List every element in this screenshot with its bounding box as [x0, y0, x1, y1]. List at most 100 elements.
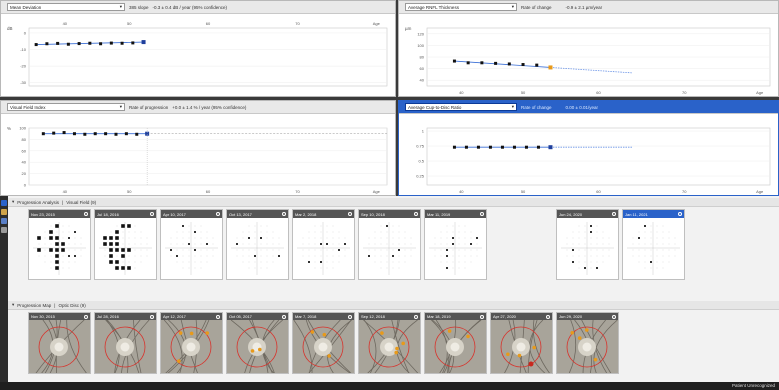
cdr-selector[interactable]: Average Cup-to-Disc Ratio ▾	[405, 103, 517, 111]
magnify-icon[interactable]	[150, 314, 154, 319]
vfi-selector[interactable]: Visual Field Index ▾	[7, 103, 125, 111]
vf-thumbnail[interactable]: Mar 11, 2019	[424, 209, 487, 280]
normal-cell	[590, 261, 592, 263]
disc-photo-thumbnail[interactable]: Jul 28, 2016	[94, 312, 157, 374]
projection-line	[550, 67, 633, 74]
layout-view-icon[interactable]	[1, 227, 7, 233]
normal-cell	[266, 225, 268, 227]
x-tick-label: Age	[373, 21, 381, 26]
vf-date-header: Jan 11, 2021	[623, 210, 684, 218]
defect-cell	[344, 243, 346, 245]
defect-cell	[476, 237, 478, 239]
disc-photo-thumbnail[interactable]: Apr 27, 2020	[490, 312, 553, 374]
magnify-icon[interactable]	[480, 314, 484, 319]
photo-date-header: Jun 29, 2020	[557, 313, 618, 320]
defect-cell	[68, 255, 70, 257]
y-tick-label: 0.25	[416, 174, 425, 179]
measurement-ring	[104, 326, 146, 368]
magnify-icon[interactable]	[348, 212, 352, 216]
normal-cell	[638, 261, 640, 263]
magnify-icon[interactable]	[612, 212, 616, 216]
photo-section-bar[interactable]: ▾ Progression Map | Optic Disc (9)	[8, 301, 779, 310]
normal-cell	[578, 267, 580, 269]
disc-photo-thumbnail[interactable]: Apr 12, 2017	[160, 312, 223, 374]
photo-date-label: Apr 27, 2020	[493, 314, 516, 319]
normal-cell	[602, 231, 604, 233]
normal-cell	[668, 231, 670, 233]
magnify-icon[interactable]	[282, 314, 286, 319]
disc-photo-thumbnail[interactable]: Mar 7, 2018	[292, 312, 355, 374]
defect-cell	[188, 243, 190, 245]
magnify-icon[interactable]	[150, 212, 154, 216]
disc-photo-thumbnail[interactable]: Sep 12, 2018	[358, 312, 421, 374]
grid-view-icon[interactable]	[1, 209, 7, 215]
optic-cup	[120, 342, 130, 352]
change-marker	[517, 353, 522, 358]
normal-cell	[176, 261, 178, 263]
normal-cell	[260, 255, 262, 257]
vf-thumbnail[interactable]: Jun 24, 2020	[556, 209, 619, 280]
normal-cell	[188, 249, 190, 251]
normal-cell	[182, 249, 184, 251]
magnify-icon[interactable]	[480, 212, 484, 216]
chart-view-icon[interactable]	[1, 200, 7, 206]
y-tick-label: 40	[22, 160, 27, 165]
defect-cell	[55, 260, 59, 264]
normal-cell	[464, 267, 466, 269]
magnify-icon[interactable]	[678, 212, 682, 216]
disc-photo-thumbnail[interactable]: Mar 18, 2019	[424, 312, 487, 374]
plot-frame	[28, 27, 388, 87]
magnify-icon[interactable]	[414, 314, 418, 319]
magnify-icon[interactable]	[84, 314, 88, 319]
normal-cell	[440, 249, 442, 251]
magnify-icon[interactable]	[216, 314, 220, 319]
normal-cell	[662, 255, 664, 257]
collapse-icon[interactable]: ▾	[12, 302, 15, 307]
disc-photo-thumbnail[interactable]: Nov 30, 2015	[28, 312, 91, 374]
normal-cell	[398, 237, 400, 239]
normal-cell	[464, 249, 466, 251]
normal-cell	[248, 255, 250, 257]
normal-cell	[272, 255, 274, 257]
normal-cell	[674, 249, 676, 251]
magnify-icon[interactable]	[216, 212, 220, 216]
vf-thumbnail[interactable]: Jul 18, 2016	[94, 209, 157, 280]
data-point	[131, 41, 135, 45]
normal-cell	[476, 255, 478, 257]
photo-date-header: Jul 28, 2016	[95, 313, 156, 320]
magnify-icon[interactable]	[612, 314, 616, 319]
vf-grid	[231, 222, 284, 275]
normal-cell	[308, 237, 310, 239]
defect-cell	[308, 261, 310, 263]
collapse-icon[interactable]: ▾	[12, 199, 15, 204]
vf-section-bar[interactable]: ▾ Progression Analysis | Visual Field (9…	[8, 198, 779, 207]
magnify-icon[interactable]	[546, 314, 550, 319]
table-view-icon[interactable]	[1, 218, 7, 224]
md-selector[interactable]: Mean Deviation ▾	[7, 3, 125, 11]
normal-cell	[194, 225, 196, 227]
normal-cell	[344, 255, 346, 257]
normal-cell	[446, 261, 448, 263]
magnify-icon[interactable]	[282, 212, 286, 216]
normal-cell	[200, 255, 202, 257]
normal-cell	[80, 249, 82, 251]
vf-thumbnail[interactable]: Nov 23, 2015	[28, 209, 91, 280]
rnfl-selector[interactable]: Average RNFL Thickness ▾	[405, 3, 517, 11]
disc-photo-thumbnail[interactable]: Jun 29, 2020	[556, 312, 619, 374]
vf-thumbnail[interactable]: Jan 11, 2021	[622, 209, 685, 280]
vf-thumbnail[interactable]: Oct 13, 2017	[226, 209, 289, 280]
normal-cell	[44, 231, 46, 233]
normal-cell	[380, 231, 382, 233]
optic-cup	[54, 342, 64, 352]
vf-thumbnail[interactable]: Apr 10, 2017	[160, 209, 223, 280]
disc-photo-thumbnail[interactable]: Oct 05, 2017	[226, 312, 289, 374]
vf-thumbnail[interactable]: Sep 10, 2018	[358, 209, 421, 280]
magnify-icon[interactable]	[348, 314, 352, 319]
normal-cell	[44, 255, 46, 257]
normal-cell	[62, 231, 64, 233]
vf-thumbnail[interactable]: Mar 2, 2018	[292, 209, 355, 280]
normal-cell	[266, 243, 268, 245]
normal-cell	[134, 255, 136, 257]
magnify-icon[interactable]	[414, 212, 418, 216]
magnify-icon[interactable]	[84, 212, 88, 216]
